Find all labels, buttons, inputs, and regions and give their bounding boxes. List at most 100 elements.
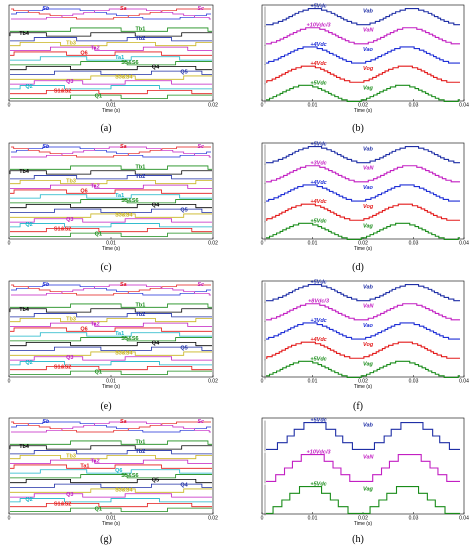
phase-label: Sa <box>120 6 127 12</box>
trace-amplitude-label: +3Vdc <box>310 161 326 167</box>
gate-signal-label: S5&S6 <box>121 198 138 204</box>
gate-signal-label: Tb1 <box>135 302 145 308</box>
x-tick-label: 0.01 <box>106 516 116 522</box>
trace-amplitude-label: +5Vdc <box>310 418 326 424</box>
trace-vag <box>266 360 460 379</box>
gate-signal-label: S5&S6 <box>121 60 138 66</box>
gate-signal-label: Tb4 <box>19 31 30 37</box>
reference-waveform <box>11 421 211 433</box>
gate-signal <box>10 440 212 445</box>
x-tick-label: 0.01 <box>308 516 318 522</box>
gate-signal <box>10 498 212 503</box>
gate-signal-label: Ta2 <box>91 322 100 328</box>
panel-a-plot: 0 0.01 0.02 Time (s) Sb Sa Sc Tb1 Tb4 Tb2 Tb3 Ta2 Q6… <box>8 4 218 114</box>
gate-signal <box>10 41 212 47</box>
reference-waveform <box>11 421 211 433</box>
gate-signal-label: Ta1 <box>115 331 124 337</box>
trace-name-label: Vab <box>363 423 374 429</box>
gate-signal-label: Q1 <box>95 94 102 100</box>
trace-name-label: Vab <box>363 285 374 291</box>
trace-amplitude-label: +5Vdc <box>310 482 326 488</box>
x-tick-label: 0 <box>261 516 264 522</box>
trace-amplitude-label: +10Vdc/3 <box>307 23 331 29</box>
phase-label: Sa <box>120 144 127 150</box>
gate-signal-label: Tb4 <box>19 307 30 313</box>
x-tick-label: 0.03 <box>409 379 419 385</box>
trace-amplitude-label: +4Vdc <box>310 337 326 343</box>
x-tick-label: 0.01 <box>308 379 318 385</box>
gate-signal <box>10 51 212 56</box>
gate-signal-label: Q5 <box>152 478 159 484</box>
gate-signal <box>10 232 212 237</box>
panel-caption: (b) <box>352 123 364 134</box>
gate-signal <box>10 464 212 469</box>
trace-name-label: Vao <box>363 323 374 329</box>
x-tick-label: 0.02 <box>208 103 218 109</box>
trace-amplitude-label: +8Vdc/3 <box>308 299 329 305</box>
gate-signal-label: Tb4 <box>19 169 30 175</box>
trace-amplitude-label: +4Vdc <box>310 61 326 67</box>
trace-amplitude-label: +10Vdc/3 <box>307 450 331 456</box>
gate-signal <box>10 327 212 332</box>
gate-signal <box>10 194 212 199</box>
gate-signal <box>10 218 212 223</box>
x-tick-label: 0.04 <box>459 103 469 109</box>
panel-h-plot: 0 0.01 0.02 0.03 0.04 Time (s) +5Vdc Vab +10Vdc/… <box>261 418 469 527</box>
phase-label: Sc <box>197 419 204 425</box>
gate-signal <box>10 502 212 508</box>
x-tick-label: 0.02 <box>208 241 218 247</box>
gate-signal <box>10 85 212 90</box>
gate-signal-label: Q5 <box>180 208 187 214</box>
x-tick-label: 0.02 <box>358 379 368 385</box>
gate-signal <box>10 493 212 498</box>
reference-waveform <box>11 421 211 433</box>
x-axis-label: Time (s) <box>102 246 120 252</box>
panel-caption: (h) <box>352 534 364 545</box>
x-tick-label: 0.01 <box>106 241 116 247</box>
x-tick-label: 0 <box>8 103 11 109</box>
x-tick-label: 0.02 <box>208 379 218 385</box>
trace-name-label: Vao <box>363 185 374 191</box>
x-tick-label: 0.04 <box>459 379 469 385</box>
x-tick-label: 0 <box>261 241 264 247</box>
gate-signal-label: Tb2 <box>135 174 145 180</box>
gate-signal <box>10 474 212 479</box>
trace-van <box>266 454 460 482</box>
gate-signal <box>10 337 212 342</box>
gate-signal <box>10 303 212 308</box>
gate-signal-label: Tb4 <box>19 444 30 450</box>
gate-signal-label: Ta2 <box>91 46 100 52</box>
panel-caption: (g) <box>100 534 112 545</box>
panel-e-plot: 0 0.01 0.02 Time (s) Sb Sa Sc Tb1 Tb4 Tb2 Tb3 Ta2 Q6… <box>8 280 218 390</box>
x-tick-label: 0 <box>261 379 264 385</box>
gate-signal <box>10 75 212 80</box>
trace-amplitude-label: +5Vdc <box>310 142 326 148</box>
trace-vab <box>266 283 460 302</box>
trace-vab <box>266 422 460 450</box>
trace-amplitude-label: +5Vdc <box>310 218 326 224</box>
gate-signal <box>9 445 212 450</box>
gate-signal-label: Q2 <box>25 497 32 503</box>
gate-signal-label: Tb3 <box>66 317 76 323</box>
trace-name-label: VaN <box>363 28 375 34</box>
reference-waveform <box>11 146 211 158</box>
gate-signal <box>10 70 212 75</box>
gate-signal <box>10 184 212 189</box>
trace-name-label: VaN <box>363 455 375 461</box>
trace-vao <box>266 184 460 202</box>
trace-amplitude-label: +4Vdc <box>310 199 326 205</box>
gate-signal-label: Q2 <box>25 222 32 228</box>
gate-signal-label: Tb3 <box>66 179 76 185</box>
gate-signal <box>10 199 212 204</box>
phase-label: Sb <box>42 6 50 12</box>
gate-signal <box>9 308 212 313</box>
reference-waveform <box>11 8 211 20</box>
gate-signal <box>9 170 212 175</box>
gate-signal-label: Tb1 <box>135 26 145 32</box>
gate-signal <box>10 356 212 361</box>
trace-vog <box>266 203 460 221</box>
gate-signal-label: Q3 <box>66 217 73 223</box>
trace-van <box>266 303 460 321</box>
trace-name-label: Vag <box>363 223 374 229</box>
trace-vab <box>266 145 460 164</box>
